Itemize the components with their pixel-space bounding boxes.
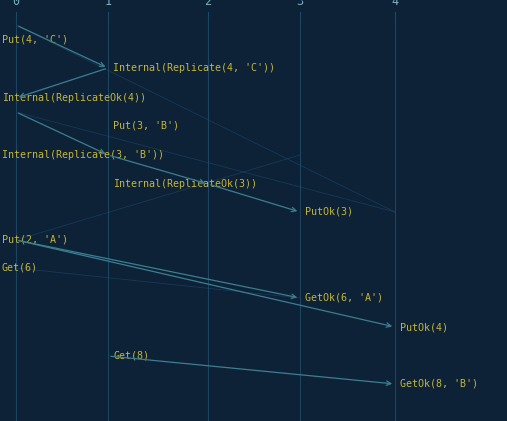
Text: Get(6): Get(6)	[2, 263, 38, 273]
Text: PutOk(3): PutOk(3)	[305, 207, 353, 217]
Text: Put(3, 'B'): Put(3, 'B')	[113, 121, 179, 131]
Text: Internal(ReplicateOk(3)): Internal(ReplicateOk(3))	[113, 179, 257, 189]
Text: 2: 2	[204, 0, 211, 8]
Text: Internal(Replicate(3, 'B')): Internal(Replicate(3, 'B'))	[2, 150, 164, 160]
Text: 3: 3	[297, 0, 304, 8]
Text: PutOk(4): PutOk(4)	[400, 322, 448, 332]
Text: 4: 4	[391, 0, 399, 8]
Text: GetOk(6, 'A'): GetOk(6, 'A')	[305, 293, 383, 303]
Text: Internal(Replicate(4, 'C')): Internal(Replicate(4, 'C'))	[113, 63, 275, 73]
Text: Put(4, 'C'): Put(4, 'C')	[2, 35, 68, 45]
Text: Get(8): Get(8)	[113, 351, 149, 361]
Text: 1: 1	[104, 0, 112, 8]
Text: 0: 0	[13, 0, 20, 8]
Text: Put(2, 'A'): Put(2, 'A')	[2, 235, 68, 245]
Text: Internal(ReplicateOk(4)): Internal(ReplicateOk(4))	[2, 93, 146, 103]
Text: GetOk(8, 'B'): GetOk(8, 'B')	[400, 379, 478, 389]
